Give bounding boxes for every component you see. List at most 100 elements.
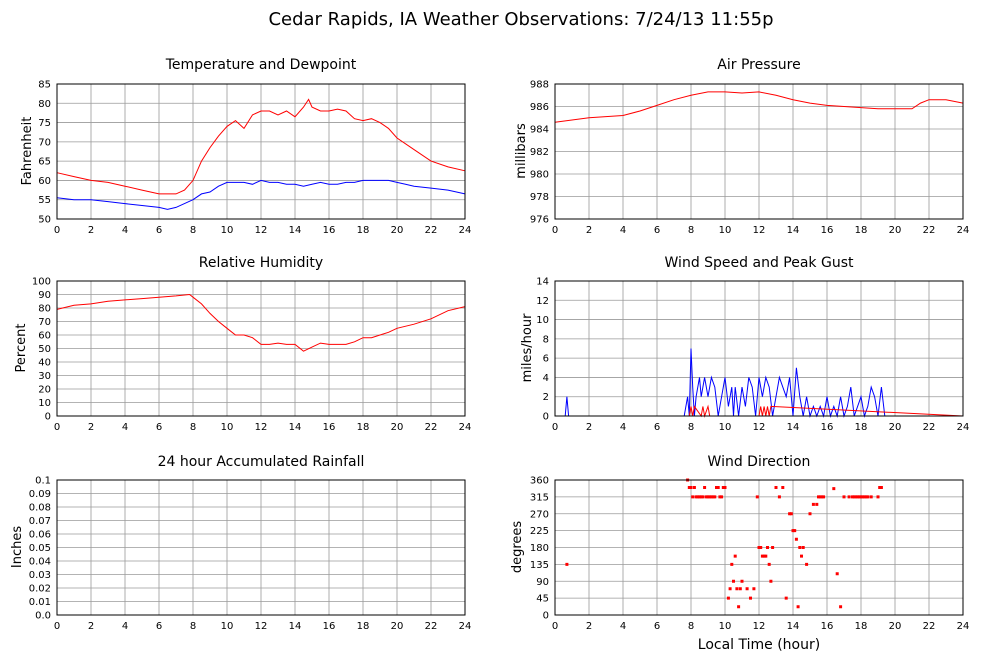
panel-title-wind-speed: Wind Speed and Peak Gust — [665, 255, 854, 271]
x-tick-label: 4 — [122, 621, 128, 632]
y-tick-label: 0 — [543, 611, 549, 622]
data-point — [878, 486, 882, 489]
data-point — [709, 495, 713, 499]
data-point — [696, 495, 700, 499]
data-point — [716, 486, 720, 489]
data-point — [728, 587, 732, 591]
x-tick-label: 20 — [889, 225, 902, 236]
panel-title-rainfall: 24 hour Accumulated Rainfall — [158, 454, 365, 470]
x-tick-label: 14 — [787, 422, 800, 433]
y-tick-label: 270 — [530, 509, 549, 520]
y-tick-label: 80 — [38, 304, 51, 315]
data-point — [755, 495, 759, 499]
x-tick-label: 24 — [459, 422, 472, 433]
x-tick-label: 12 — [255, 422, 268, 433]
x-tick-label: 24 — [459, 225, 472, 236]
y-tick-label: 10 — [38, 398, 51, 409]
x-tick-label: 12 — [255, 225, 268, 236]
x-tick-label: 8 — [190, 621, 196, 632]
x-tick-label: 6 — [654, 225, 660, 236]
y-tick-label: 4 — [543, 373, 549, 384]
data-point — [699, 495, 703, 499]
y-tick-label: 0.04 — [29, 557, 51, 568]
data-point — [715, 486, 718, 489]
x-tick-label: 20 — [391, 621, 404, 632]
x-tick-label: 10 — [719, 621, 732, 632]
x-tick-label: 6 — [156, 225, 162, 236]
series-line — [56, 179, 466, 210]
data-point — [735, 587, 739, 591]
plot-frame — [56, 280, 466, 417]
plot-frame — [554, 479, 964, 616]
data-point — [798, 546, 802, 549]
x-tick-label: 24 — [957, 225, 970, 236]
data-point — [759, 546, 763, 549]
data-point — [706, 495, 710, 499]
y-tick-label: 12 — [536, 296, 549, 307]
data-point — [733, 554, 737, 558]
data-point — [711, 495, 715, 499]
data-point — [723, 486, 727, 489]
panel-title-relative-humidity: Relative Humidity — [199, 255, 323, 271]
data-point — [771, 546, 775, 549]
data-point — [738, 587, 742, 591]
y-tick-label: 70 — [38, 317, 51, 328]
data-point — [808, 512, 812, 516]
y-tick-label: 0.09 — [29, 489, 51, 500]
x-axis-label-local-time: Local Time (hour) — [698, 637, 820, 653]
data-point — [740, 579, 744, 583]
data-point — [864, 495, 868, 499]
data-point — [818, 495, 822, 499]
y-tick-label: 90 — [38, 290, 51, 301]
y-tick-label: 360 — [530, 476, 549, 487]
panel-relative-humidity: Relative Humidity Percent 0 2 4 6 8 10 12 14 16 1… — [14, 255, 471, 433]
x-tick-label: 14 — [289, 225, 302, 236]
data-point — [767, 562, 771, 566]
data-point — [793, 529, 797, 533]
y-tick-label: 14 — [536, 277, 549, 288]
data-point — [876, 495, 880, 499]
x-tick-label: 22 — [425, 225, 438, 236]
series-line — [56, 98, 466, 195]
y-tick-label: 8 — [543, 334, 549, 345]
data-point — [796, 605, 800, 609]
data-point — [811, 502, 815, 506]
x-tick-label: 2 — [586, 621, 592, 632]
data-point — [698, 495, 701, 499]
y-tick-label: 180 — [530, 543, 549, 554]
data-point — [781, 486, 785, 489]
data-point — [760, 554, 764, 558]
y-tick-label: 0 — [543, 412, 549, 423]
x-tick-label: 10 — [719, 422, 732, 433]
data-point — [694, 495, 698, 499]
y-tick-label: 0.05 — [29, 543, 51, 554]
x-tick-label: 22 — [425, 422, 438, 433]
x-tick-label: 6 — [156, 422, 162, 433]
data-point — [730, 562, 734, 566]
data-point — [869, 495, 873, 499]
x-tick-label: 4 — [122, 422, 128, 433]
x-tick-label: 10 — [719, 225, 732, 236]
y-tick-label: 980 — [530, 170, 549, 181]
y-tick-label: 978 — [530, 192, 549, 203]
data-point — [800, 554, 803, 558]
x-tick-label: 10 — [221, 422, 234, 433]
data-point — [757, 546, 761, 549]
x-tick-label: 18 — [357, 225, 370, 236]
y-tick-label: 135 — [530, 560, 549, 571]
panel-title-air-pressure: Air Pressure — [717, 57, 800, 73]
x-tick-label: 18 — [357, 422, 370, 433]
y-tick-label: 40 — [38, 358, 51, 369]
x-tick-label: 10 — [221, 225, 234, 236]
x-tick-label: 24 — [459, 621, 472, 632]
series-line — [554, 91, 964, 123]
x-tick-label: 8 — [688, 621, 694, 632]
data-point — [777, 495, 781, 499]
x-tick-label: 16 — [821, 621, 834, 632]
y-tick-label: 976 — [530, 215, 549, 226]
x-tick-label: 14 — [787, 621, 800, 632]
data-point — [879, 486, 883, 489]
data-point — [856, 495, 860, 499]
data-point — [788, 512, 792, 516]
x-tick-label: 8 — [190, 225, 196, 236]
